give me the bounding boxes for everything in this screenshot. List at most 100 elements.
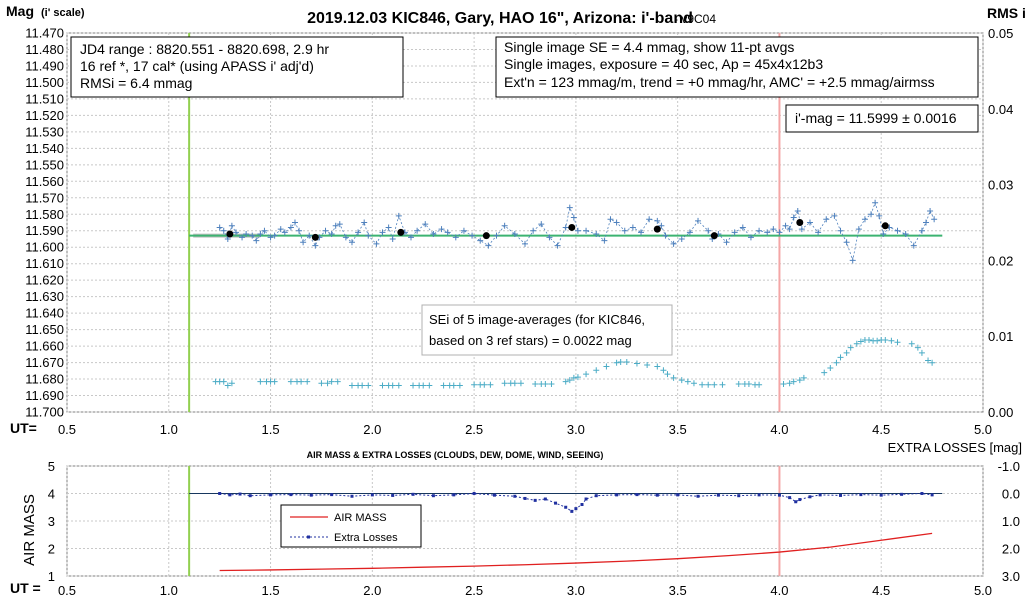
single-image-point <box>798 226 805 233</box>
extra-losses-point <box>309 493 313 497</box>
y-tick-label: 11.600 <box>25 240 64 255</box>
y2-tick-label: -1.0 <box>998 459 1020 474</box>
extra-losses-point <box>859 493 863 497</box>
rms-point <box>426 382 433 389</box>
extra-losses-point <box>330 493 334 497</box>
rms-point <box>796 377 803 384</box>
extra-losses-point <box>798 498 802 502</box>
average-point <box>482 232 490 240</box>
x-tick-label: 4.0 <box>770 422 788 437</box>
extra-losses-point <box>570 509 574 513</box>
rms-point <box>395 382 402 389</box>
single-image-point <box>782 222 789 229</box>
extra-losses-point <box>808 495 812 499</box>
single-image-point <box>607 216 614 223</box>
extra-losses-point <box>492 493 496 497</box>
y-axis-label: AIR MASS <box>21 494 38 566</box>
single-image-point <box>831 212 838 219</box>
y-tick-label: 11.500 <box>25 75 64 90</box>
single-image-point <box>306 232 313 239</box>
chart-version: - v9C04 <box>674 12 716 26</box>
y-tick-label: 11.550 <box>25 157 64 172</box>
single-image-point <box>686 229 693 236</box>
average-point <box>881 222 889 230</box>
info-left-line: 16 ref *, 17 cal* (using APASS i' adj'd) <box>80 58 314 74</box>
single-image-point <box>538 221 545 228</box>
single-image-point <box>613 219 620 226</box>
single-image-point <box>815 229 822 236</box>
rms-point <box>833 359 840 366</box>
x-tick-label: 5.0 <box>974 583 992 598</box>
magnitude-chart: 2019.12.03 KIC846, Gary, HAO 16", Arizon… <box>6 3 1026 437</box>
rms-point <box>593 367 600 374</box>
y-tick-label: 11.580 <box>25 207 64 222</box>
rms-point <box>711 381 718 388</box>
rms-point <box>379 382 386 389</box>
extra-losses-point <box>879 493 883 497</box>
extra-losses-point <box>716 493 720 497</box>
rms-point <box>613 359 620 366</box>
x-tick-label: 1.0 <box>160 583 178 598</box>
x-tick-label: 3.0 <box>567 583 585 598</box>
average-point <box>710 232 718 240</box>
rms-point <box>570 374 577 381</box>
y-tick-labels: 5 4 3 2 1 <box>48 459 55 584</box>
single-image-point <box>731 229 738 236</box>
rms-point <box>410 382 417 389</box>
single-image-point <box>300 239 307 246</box>
rms-point <box>257 378 264 385</box>
single-image-point <box>662 232 669 239</box>
single-image-point <box>530 227 537 234</box>
x-tick-label: 3.5 <box>669 422 687 437</box>
y-tick-labels: 11.47011.48011.49011.50011.51011.52011.5… <box>25 26 64 420</box>
y2-tick-label: 2.0 <box>1002 542 1020 557</box>
rms-point <box>918 349 925 356</box>
info-left-line: JD4 range : 8820.551 - 8820.698, 2.9 hr <box>80 41 329 57</box>
single-image-point <box>485 242 492 249</box>
rms-point <box>365 382 372 389</box>
x-tick-label: 0.5 <box>58 583 76 598</box>
y-tick-label: 11.480 <box>25 42 64 57</box>
single-image-point <box>894 227 901 234</box>
single-image-point <box>216 224 223 231</box>
extra-losses-point <box>523 496 527 500</box>
rms-point <box>583 371 590 378</box>
single-image-point <box>348 239 355 246</box>
extra-losses-point <box>218 492 222 495</box>
single-image-point <box>332 222 339 229</box>
extra-losses-point <box>584 497 588 501</box>
y-tick-label: 11.620 <box>25 273 64 288</box>
rms-point <box>843 349 850 356</box>
single-image-point <box>385 224 392 231</box>
y2-tick-labels: 0.05 0.04 0.03 0.02 0.01 0.00 <box>988 26 1013 420</box>
extra-losses-point <box>594 494 598 498</box>
legend-marker <box>307 535 310 539</box>
extra-losses-point <box>900 492 904 496</box>
rms-point <box>328 378 335 385</box>
single-image-point <box>843 239 850 246</box>
extra-losses-point <box>580 503 584 506</box>
single-image-point <box>312 242 319 249</box>
y-tick-label: 11.680 <box>25 372 64 387</box>
rms-point <box>821 369 828 376</box>
single-image-point <box>511 231 518 238</box>
single-image-point <box>355 229 362 236</box>
info-right-line: Ext'n = 123 mmag/m, trend = +0 mmag/hr, … <box>504 74 935 90</box>
airmass-line <box>219 532 933 572</box>
single-image-point <box>379 229 386 236</box>
single-image-point <box>756 227 763 234</box>
single-image-point <box>601 237 608 244</box>
single-image-point <box>220 227 227 234</box>
info-box-left: JD4 range : 8820.551 - 8820.698, 2.9 hr … <box>70 36 404 98</box>
rms-point <box>542 380 549 387</box>
y-tick-label: 11.630 <box>25 289 64 304</box>
single-image-point <box>861 216 868 223</box>
single-image-point <box>764 229 771 236</box>
mag-box: i'-mag = 11.5999 ± 0.0016 <box>785 104 979 133</box>
rms-point <box>866 336 873 343</box>
rms-point <box>220 378 227 385</box>
rms-point <box>780 380 787 387</box>
x-tick-label: 2.0 <box>363 583 381 598</box>
rms-point <box>633 360 640 367</box>
x-tick-label: 5.0 <box>974 422 992 437</box>
